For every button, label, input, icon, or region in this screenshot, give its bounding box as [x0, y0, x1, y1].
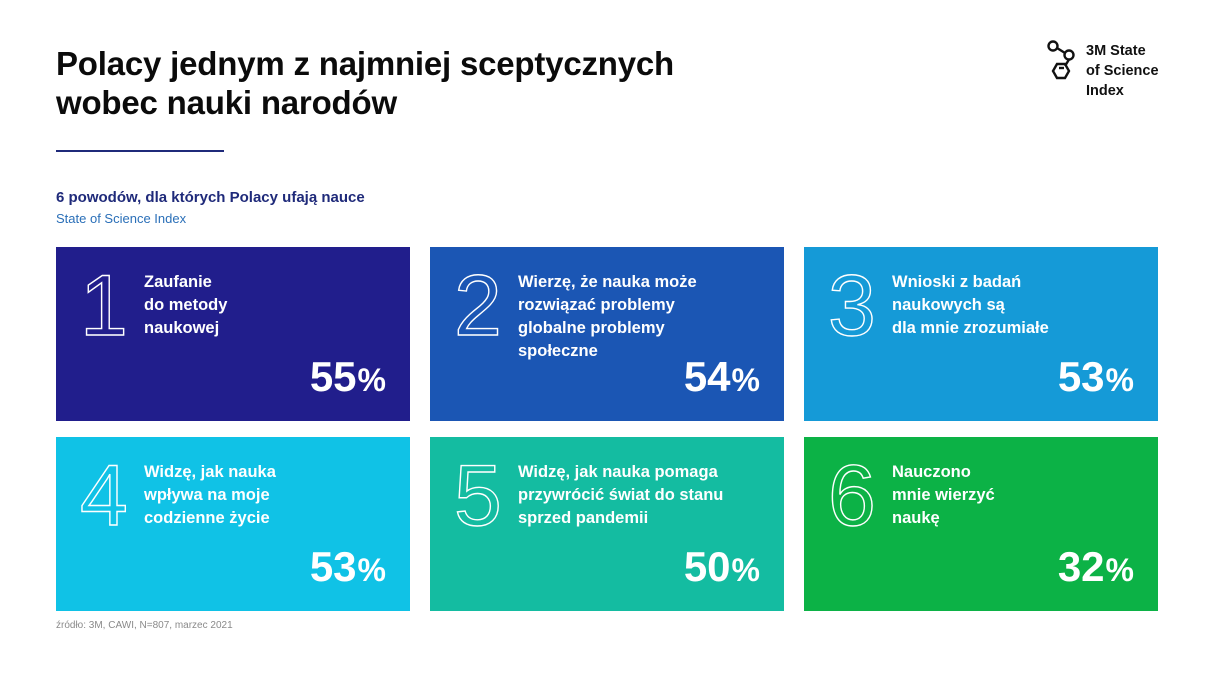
rank-number-text: 5	[454, 457, 502, 529]
reason-value: 50%	[684, 546, 760, 591]
reason-value-unit: %	[1105, 362, 1134, 398]
rank-number: 4	[80, 457, 129, 529]
rank-number: 5	[454, 457, 503, 529]
reason-label-line: naukowych są	[892, 296, 1005, 314]
chart-source-label: State of Science Index	[56, 211, 187, 226]
reason-label-line: Wierzę, że nauka może	[518, 273, 697, 291]
reason-label-line: naukowej	[144, 319, 220, 337]
reason-value-unit: %	[731, 552, 760, 588]
reason-value-number: 54	[683, 353, 731, 400]
reason-label-line: Wnioski z badań	[892, 273, 1022, 291]
reason-card-5: 5 Widzę, jak nauka pomaga przywrócić świat…	[430, 437, 784, 611]
reason-value-number: 32	[1057, 543, 1105, 590]
reason-label-line: do metody	[144, 296, 228, 314]
reason-value-number: 53	[1057, 353, 1105, 400]
reason-value: 53%	[1058, 356, 1134, 401]
reason-card-1: 1 Zaufanie do metody naukowej 55%	[56, 247, 410, 421]
reason-label: Nauczono mnie wierzyć naukę	[892, 461, 1152, 530]
reason-label-line: dla mnie zrozumiałe	[892, 319, 1049, 337]
reason-value-unit: %	[731, 362, 760, 398]
reason-card-3: 3 Wnioski z badań naukowych są dla mnie zro…	[804, 247, 1158, 421]
reason-value-number: 53	[309, 543, 357, 590]
reason-label-line: wpływa na moje	[144, 486, 270, 504]
rank-number: 3	[828, 267, 877, 339]
title-line-2: wobec nauki narodów	[56, 84, 397, 121]
reason-value: 32%	[1058, 546, 1134, 591]
reason-label: Widzę, jak nauka wpływa na moje codzienne …	[144, 461, 404, 530]
rank-number-text: 4	[80, 457, 128, 529]
reason-label-line: Zaufanie	[144, 273, 212, 291]
chart-subtitle: 6 powodów, dla których Polacy ufają nauc…	[56, 189, 365, 206]
reason-value-number: 55	[309, 353, 357, 400]
page-title: Polacy jednym z najmniej sceptycznych wo…	[56, 44, 816, 122]
reason-label-line: Widzę, jak nauka	[144, 463, 276, 481]
footnote: źródło: 3M, CAWI, N=807, marzec 2021	[56, 620, 233, 631]
logo-line: of Science	[1086, 63, 1159, 79]
title-line-1: Polacy jednym z najmniej sceptycznych	[56, 45, 675, 82]
reason-label: Wierzę, że nauka może rozwiązać problemy g…	[518, 271, 778, 363]
title-divider	[56, 150, 224, 152]
reason-label: Zaufanie do metody naukowej	[144, 271, 404, 340]
reason-value: 54%	[684, 356, 760, 401]
logo-text: 3M State of Science Index	[1086, 41, 1159, 101]
reason-label-line: globalne problemy	[518, 319, 665, 337]
rank-number: 2	[454, 267, 503, 339]
reason-label-line: mnie wierzyć	[892, 486, 995, 504]
reason-label-line: Widzę, jak nauka pomaga	[518, 463, 718, 481]
rank-number-text: 6	[828, 457, 876, 529]
reason-value-number: 50	[683, 543, 731, 590]
reason-value-unit: %	[357, 552, 386, 588]
reason-card-6: 6 Nauczono mnie wierzyć naukę 32%	[804, 437, 1158, 611]
reason-label: Widzę, jak nauka pomaga przywrócić świat …	[518, 461, 778, 530]
reason-label-line: naukę	[892, 509, 940, 527]
reason-label-line: codzienne życie	[144, 509, 270, 527]
reasons-grid: 1 Zaufanie do metody naukowej 55% 2 Wierzę, że…	[56, 247, 1159, 611]
molecule-icon	[1047, 40, 1075, 80]
reason-value: 55%	[310, 356, 386, 401]
reason-value-unit: %	[357, 362, 386, 398]
reason-label-line: przywrócić świat do stanu	[518, 486, 724, 504]
reason-card-2: 2 Wierzę, że nauka może rozwiązać problemy…	[430, 247, 784, 421]
reason-label-line: rozwiązać problemy	[518, 296, 675, 314]
reason-card-4: 4 Widzę, jak nauka wpływa na moje codzienne…	[56, 437, 410, 611]
rank-number-text: 2	[454, 267, 502, 339]
logo-line: 3M State	[1086, 43, 1146, 59]
reason-label-line: Nauczono	[892, 463, 971, 481]
logo-line: Index	[1086, 83, 1124, 99]
rank-number: 1	[80, 267, 129, 339]
reason-value: 53%	[310, 546, 386, 591]
rank-number-text: 3	[828, 267, 876, 339]
brand-logo: 3M State of Science Index	[1043, 40, 1193, 100]
reason-value-unit: %	[1105, 552, 1134, 588]
reason-label: Wnioski z badań naukowych są dla mnie zroz…	[892, 271, 1152, 340]
rank-number: 6	[828, 457, 877, 529]
reason-label-line: sprzed pandemii	[518, 509, 649, 527]
reason-label-line: społeczne	[518, 342, 598, 360]
rank-number-text: 1	[80, 267, 128, 339]
